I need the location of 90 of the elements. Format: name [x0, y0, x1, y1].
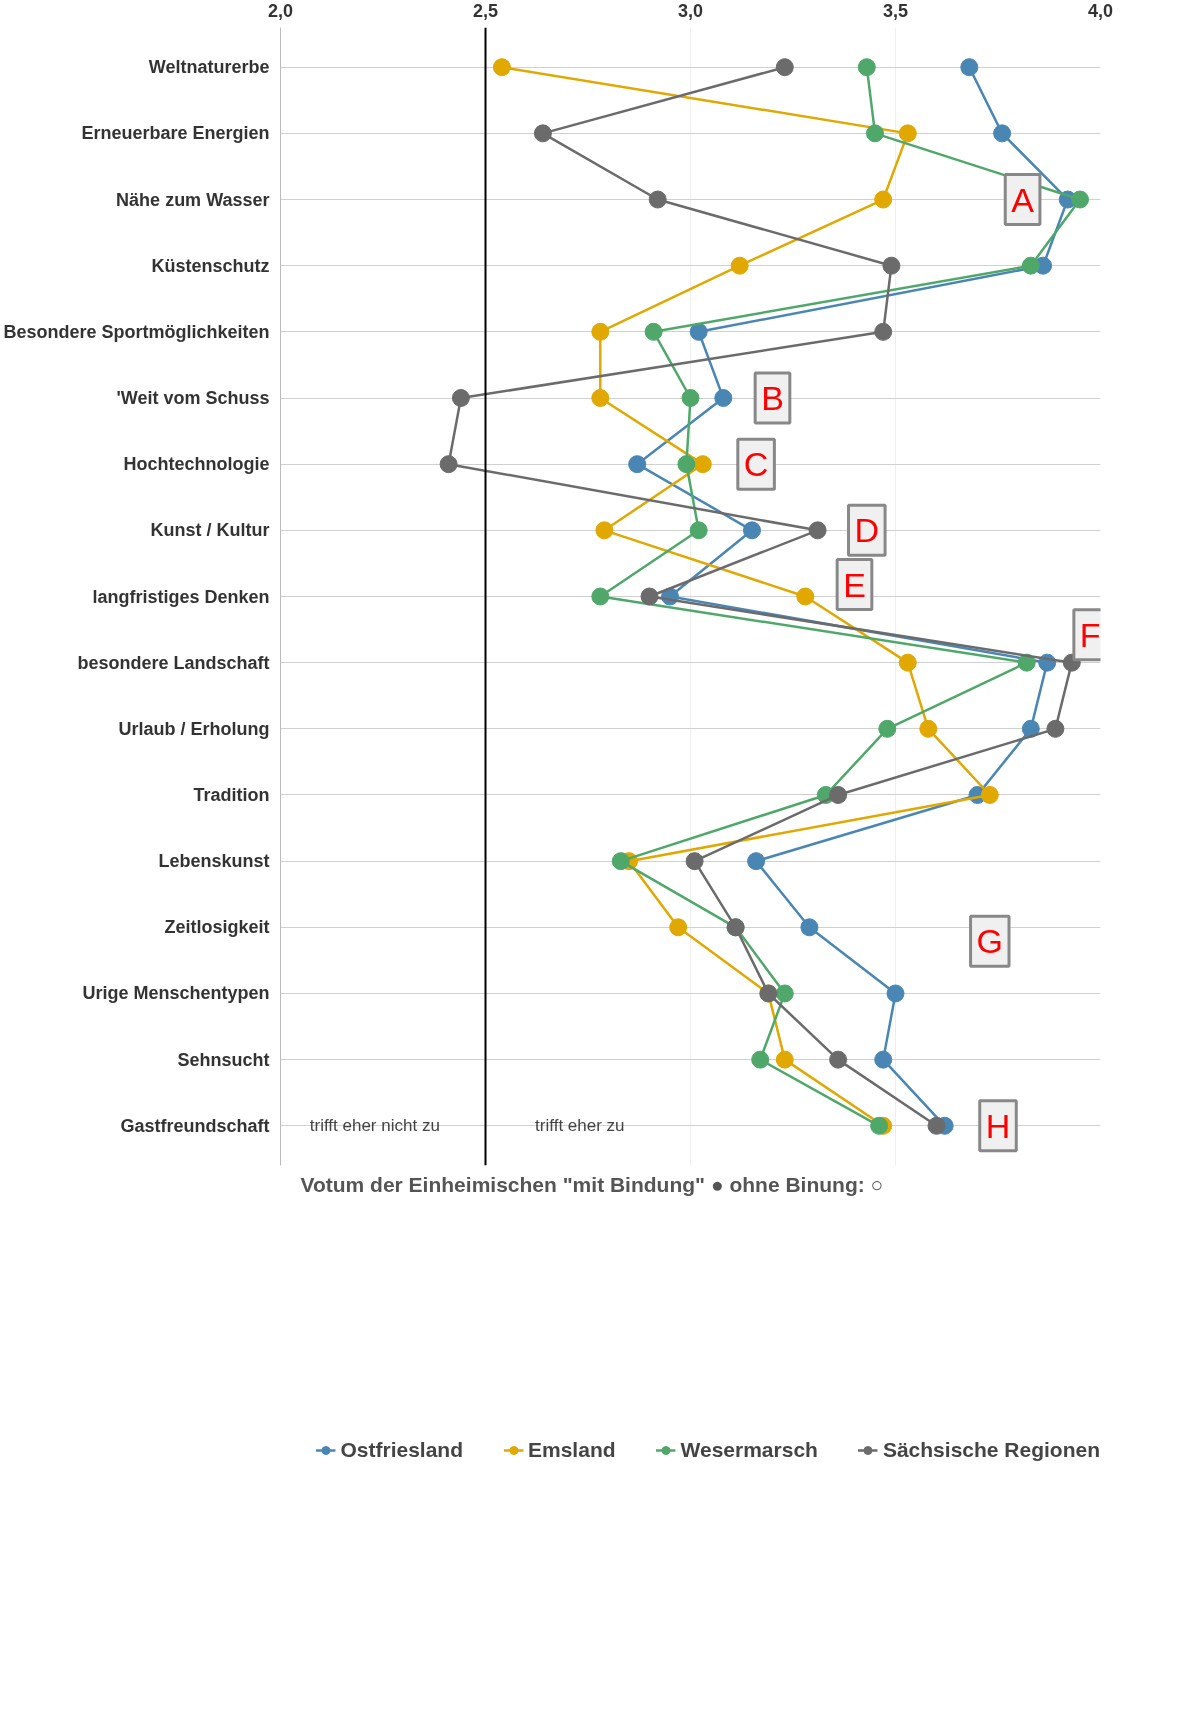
point: [689, 322, 708, 341]
annotation: A: [1011, 180, 1035, 219]
point: [611, 852, 630, 871]
x-tick-label: 4,0: [1087, 0, 1114, 21]
point: [775, 984, 794, 1003]
point: [775, 58, 794, 77]
point: [591, 389, 610, 407]
point: [595, 521, 614, 540]
point: [874, 1050, 893, 1069]
point: [648, 190, 667, 209]
y-tick-label: Küstenschutz: [151, 255, 270, 276]
y-tick-label: Tradition: [193, 784, 270, 805]
legend-label: Sächsische Regionen: [882, 1438, 1100, 1462]
point: [677, 455, 696, 474]
point: [886, 984, 905, 1003]
point: [693, 455, 712, 474]
y-tick-label: Hochtechnologie: [123, 454, 270, 475]
point: [874, 190, 893, 209]
point: [960, 58, 979, 77]
point: [714, 389, 733, 407]
y-tick-label: Lebenskunst: [158, 851, 270, 872]
point: [796, 587, 815, 606]
point: [685, 852, 704, 871]
y-tick-label: besondere Landschaft: [77, 652, 270, 673]
x-tick-label: 3,0: [677, 0, 704, 21]
point: [1021, 256, 1040, 275]
text: Votum der Einheimischen "mit Bindung" ● ohne Binung: ○: [300, 1172, 884, 1196]
annotation: B: [761, 379, 784, 418]
point: [681, 389, 700, 407]
point: [669, 918, 688, 937]
point: [829, 1050, 848, 1069]
point: [919, 719, 938, 738]
point: [927, 1116, 946, 1135]
point: [866, 124, 884, 143]
point: [1021, 719, 1040, 738]
point: [1046, 719, 1065, 738]
legend-label: Emsland: [528, 1438, 616, 1462]
y-tick-label: 'Weit vom Schuss: [116, 388, 270, 409]
y-tick-label: Gastfreundschaft: [120, 1115, 270, 1136]
point: [730, 256, 749, 275]
point: [878, 719, 897, 738]
point: [747, 852, 766, 871]
point: [451, 389, 470, 407]
point: [591, 322, 610, 341]
point: [829, 786, 848, 804]
annotation: trifft eher zu: [535, 1116, 625, 1136]
point: [800, 918, 819, 937]
x-tick-label: 2,5: [472, 0, 499, 21]
point: [775, 1050, 794, 1069]
point: [870, 1116, 889, 1135]
point: [882, 256, 901, 275]
annotation: D: [854, 511, 880, 550]
annotation: F: [1079, 615, 1101, 654]
point: [751, 1050, 770, 1069]
annotation: trifft eher nicht zu: [309, 1116, 440, 1136]
legend-label: Ostfriesland: [340, 1438, 464, 1462]
legend-label: Wesermarsch: [680, 1438, 818, 1462]
point: [439, 455, 458, 474]
point: [743, 521, 761, 540]
y-tick-label: Erneuerbare Energien: [81, 123, 270, 144]
point: [857, 58, 876, 77]
point: [591, 587, 610, 606]
point: [898, 653, 917, 672]
point: [874, 322, 893, 341]
point: [628, 455, 647, 474]
y-tick-label: langfristiges Denken: [92, 586, 270, 607]
point: [1071, 190, 1089, 209]
point: [993, 124, 1012, 143]
y-tick-label: Zeitlosigkeit: [164, 917, 270, 938]
point: [689, 521, 708, 540]
annotation: E: [843, 565, 866, 604]
point: [980, 786, 999, 804]
annotation: C: [743, 445, 769, 484]
y-tick-label: Urlaub / Erholung: [118, 718, 270, 739]
point: [898, 124, 917, 143]
point: [644, 322, 663, 341]
x-tick-label: 2,0: [267, 0, 294, 21]
y-tick-label: Sehnsucht: [177, 1049, 270, 1070]
x-tick-label: 3,5: [882, 0, 909, 21]
point: [640, 587, 659, 606]
y-tick-label: Weltnaturerbe: [148, 57, 270, 78]
annotation: G: [976, 922, 1004, 961]
annotation: H: [985, 1106, 1011, 1145]
point: [808, 521, 827, 540]
y-tick-label: Besondere Sportmöglichkeiten: [3, 321, 270, 342]
y-tick-label: Urige Menschentypen: [82, 983, 270, 1004]
point: [533, 124, 552, 143]
y-tick-label: Nähe zum Wasser: [116, 189, 270, 210]
point: [492, 58, 511, 77]
y-tick-label: Kunst / Kultur: [150, 520, 270, 541]
